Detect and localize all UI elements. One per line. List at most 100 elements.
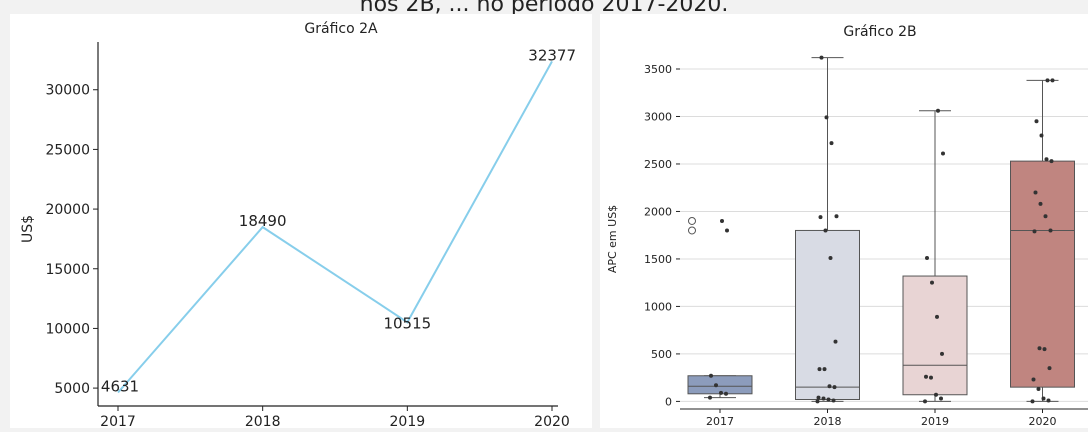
data-point xyxy=(709,373,713,378)
box-2018 xyxy=(795,229,860,401)
data-point xyxy=(1048,228,1053,233)
data-point xyxy=(821,396,826,401)
data-point xyxy=(714,383,718,388)
outlier xyxy=(688,226,696,235)
data-point xyxy=(824,115,829,120)
data-point xyxy=(1036,387,1041,392)
data-point xyxy=(1038,201,1043,206)
data-point xyxy=(1030,399,1035,404)
y-axis-label: APC em US$ xyxy=(606,205,619,273)
data-point xyxy=(719,390,723,395)
y-tick-label: 5000 xyxy=(54,381,90,397)
data-point xyxy=(834,214,839,219)
series-line xyxy=(117,60,553,394)
data-point xyxy=(823,228,828,233)
data-point xyxy=(822,367,827,372)
y-tick-label: 1500 xyxy=(644,253,672,266)
data-point xyxy=(939,396,943,401)
data-point xyxy=(1045,78,1050,83)
data-point xyxy=(708,395,712,400)
data-label: 10515 xyxy=(383,314,431,332)
data-point xyxy=(1031,377,1036,382)
data-labels: 4631 18490 10515 32377 xyxy=(101,46,576,395)
x-tick-label: 2019 xyxy=(921,415,949,428)
data-label: 32377 xyxy=(528,46,576,64)
data-point xyxy=(934,392,938,397)
data-point xyxy=(1033,190,1038,195)
data-point xyxy=(1034,119,1039,124)
data-point xyxy=(1032,229,1037,234)
data-point xyxy=(819,55,824,60)
outlier xyxy=(688,216,696,225)
x-tick-label: 2020 xyxy=(534,414,570,428)
data-label: 18490 xyxy=(239,212,287,230)
box-2019 xyxy=(902,275,968,396)
x-tick-label: 2017 xyxy=(706,415,734,428)
data-point xyxy=(925,255,929,260)
x-tick-label: 2017 xyxy=(100,414,136,428)
box-2020 xyxy=(1010,160,1075,388)
y-tick-label: 0 xyxy=(665,395,672,408)
axes: 5000 10000 15000 20000 25000 30000 2017 2018 201… xyxy=(45,42,570,430)
data-point xyxy=(725,228,729,233)
panel-chart-2a: Gráfico 2A US$ 5000 10000 15000 20000 25000 3… xyxy=(10,14,592,430)
y-tick-label: 1000 xyxy=(644,300,672,313)
y-tick-label: 2000 xyxy=(644,205,672,218)
y-tick-label: 3000 xyxy=(644,110,672,123)
box-2017 xyxy=(687,375,753,395)
y-tick-label: 2500 xyxy=(644,158,672,171)
panel-chart-2b: Gráfico 2B APC em US$ 0 500 1000 1500 2000 25… xyxy=(600,14,1088,428)
y-tick-label: 500 xyxy=(651,348,672,361)
y-tick-label: 3500 xyxy=(644,63,672,76)
data-point xyxy=(826,397,831,402)
data-point xyxy=(1044,157,1049,162)
data-point xyxy=(817,367,822,372)
box-plot-2b: Gráfico 2B APC em US$ 0 500 1000 1500 2000 25… xyxy=(606,24,1088,428)
data-point xyxy=(929,375,933,380)
data-point xyxy=(923,399,927,404)
data-point xyxy=(1049,159,1054,164)
data-point xyxy=(935,314,939,319)
data-point xyxy=(936,108,940,113)
line-chart-2a: Gráfico 2A US$ 5000 10000 15000 20000 25000 3… xyxy=(20,21,576,430)
data-point xyxy=(720,218,724,223)
data-point xyxy=(930,280,934,285)
x-tick-label: 2020 xyxy=(1029,415,1057,428)
data-point xyxy=(940,351,944,356)
data-point xyxy=(1050,78,1055,83)
boxes xyxy=(687,55,1075,404)
data-point xyxy=(1047,366,1052,371)
data-point xyxy=(1039,133,1044,138)
data-point xyxy=(1042,347,1047,352)
data-point xyxy=(1041,396,1046,401)
y-tick-label: 10000 xyxy=(45,321,90,337)
data-point xyxy=(816,395,821,400)
figure-suptitle: nos 2B, ... no período 2017-2020. xyxy=(359,0,729,17)
x-tick-label: 2018 xyxy=(814,415,842,428)
data-point xyxy=(833,339,838,344)
data-point xyxy=(815,399,820,404)
data-label: 4631 xyxy=(101,378,139,396)
data-point xyxy=(1037,346,1042,351)
data-point xyxy=(924,374,928,379)
chart-title: Gráfico 2A xyxy=(304,21,378,37)
y-tick-label: 25000 xyxy=(45,142,90,158)
x-tick-label: 2019 xyxy=(390,414,426,428)
axes: 0 500 1000 1500 2000 2500 3000 3500 2017 2018 2019… xyxy=(644,63,1088,428)
data-point xyxy=(724,391,728,396)
y-tick-label: 15000 xyxy=(45,262,90,278)
data-point xyxy=(828,255,833,260)
y-tick-label: 20000 xyxy=(45,202,90,218)
data-point xyxy=(832,385,837,390)
data-point xyxy=(941,151,945,156)
chart-title: Gráfico 2B xyxy=(843,24,916,40)
data-point xyxy=(1046,398,1051,403)
data-point xyxy=(831,398,836,403)
data-point xyxy=(1043,214,1048,219)
data-point xyxy=(829,141,834,146)
data-point xyxy=(818,215,823,220)
x-tick-label: 2018 xyxy=(245,414,281,428)
series xyxy=(117,60,553,394)
data-point xyxy=(827,384,832,389)
